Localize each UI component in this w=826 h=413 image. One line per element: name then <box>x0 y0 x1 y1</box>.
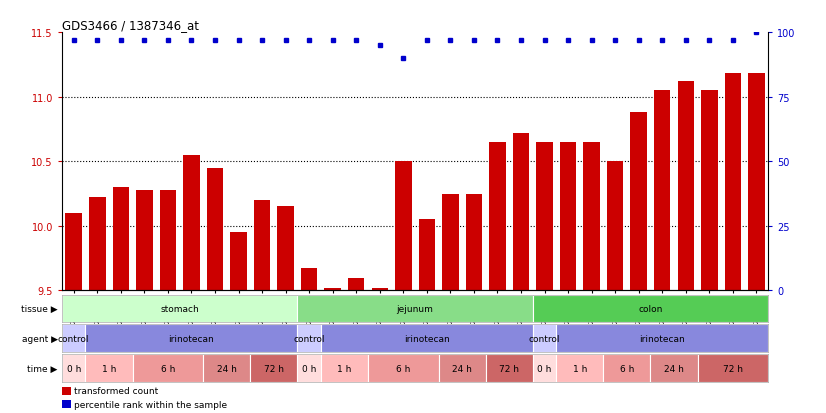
Bar <box>250 354 297 382</box>
Bar <box>677 82 694 291</box>
Bar <box>368 354 439 382</box>
Bar <box>607 162 624 291</box>
Bar <box>206 169 223 291</box>
Bar <box>533 325 557 352</box>
Bar <box>557 354 603 382</box>
Bar <box>651 354 697 382</box>
Bar <box>533 295 768 323</box>
Text: 72 h: 72 h <box>263 364 284 373</box>
Bar <box>320 325 533 352</box>
Bar <box>372 288 388 291</box>
Text: 24 h: 24 h <box>664 364 684 373</box>
Bar <box>630 113 647 291</box>
Bar <box>183 155 200 291</box>
Text: tissue ▶: tissue ▶ <box>21 304 58 313</box>
Text: 24 h: 24 h <box>216 364 237 373</box>
Bar <box>159 190 176 291</box>
Text: 1 h: 1 h <box>337 364 352 373</box>
Bar <box>701 91 718 291</box>
Bar <box>442 194 458 291</box>
Text: 0 h: 0 h <box>67 364 81 373</box>
Text: agent ▶: agent ▶ <box>21 334 58 343</box>
Text: GDS3466 / 1387346_at: GDS3466 / 1387346_at <box>62 19 199 32</box>
Bar <box>65 214 82 291</box>
Bar <box>297 295 533 323</box>
Bar <box>62 325 85 352</box>
Text: 1 h: 1 h <box>102 364 116 373</box>
Text: irinotecan: irinotecan <box>639 334 685 343</box>
Bar <box>439 354 486 382</box>
Bar <box>325 288 341 291</box>
Bar <box>89 198 106 291</box>
Bar <box>560 142 577 291</box>
Text: 24 h: 24 h <box>452 364 472 373</box>
Bar <box>254 201 270 291</box>
Bar <box>278 207 294 291</box>
Bar <box>320 354 368 382</box>
Text: jejunum: jejunum <box>396 304 434 313</box>
Text: transformed count: transformed count <box>74 386 159 395</box>
Bar <box>603 354 651 382</box>
Bar <box>466 194 482 291</box>
Bar <box>654 91 671 291</box>
Bar <box>203 354 250 382</box>
Bar <box>297 354 320 382</box>
Bar <box>132 354 203 382</box>
Text: stomach: stomach <box>160 304 199 313</box>
Bar <box>230 233 247 291</box>
Bar <box>136 190 153 291</box>
Bar <box>489 142 506 291</box>
Bar <box>724 74 741 291</box>
Bar <box>297 325 320 352</box>
Text: 6 h: 6 h <box>161 364 175 373</box>
Bar <box>301 269 317 291</box>
Bar <box>85 325 297 352</box>
Bar <box>348 278 364 291</box>
Text: percentile rank within the sample: percentile rank within the sample <box>74 400 227 409</box>
Text: colon: colon <box>638 304 662 313</box>
Bar <box>62 354 85 382</box>
Bar <box>536 142 553 291</box>
Bar <box>62 295 297 323</box>
Text: 72 h: 72 h <box>499 364 520 373</box>
Bar <box>395 162 411 291</box>
Text: control: control <box>529 334 560 343</box>
Bar <box>583 142 600 291</box>
Text: control: control <box>58 334 89 343</box>
Text: irinotecan: irinotecan <box>169 334 214 343</box>
Text: 1 h: 1 h <box>572 364 587 373</box>
Text: irinotecan: irinotecan <box>404 334 449 343</box>
Bar <box>513 133 529 291</box>
Bar <box>62 400 71 408</box>
Text: 0 h: 0 h <box>538 364 552 373</box>
Text: 0 h: 0 h <box>302 364 316 373</box>
Text: 6 h: 6 h <box>620 364 634 373</box>
Bar <box>85 354 132 382</box>
Text: time ▶: time ▶ <box>27 364 58 373</box>
Bar <box>486 354 533 382</box>
Text: control: control <box>293 334 325 343</box>
Bar <box>419 220 435 291</box>
Text: 6 h: 6 h <box>396 364 411 373</box>
Text: 72 h: 72 h <box>723 364 743 373</box>
Bar <box>62 387 71 394</box>
Bar <box>533 354 557 382</box>
Bar <box>557 325 768 352</box>
Bar <box>697 354 768 382</box>
Bar <box>112 188 129 291</box>
Bar <box>748 74 765 291</box>
